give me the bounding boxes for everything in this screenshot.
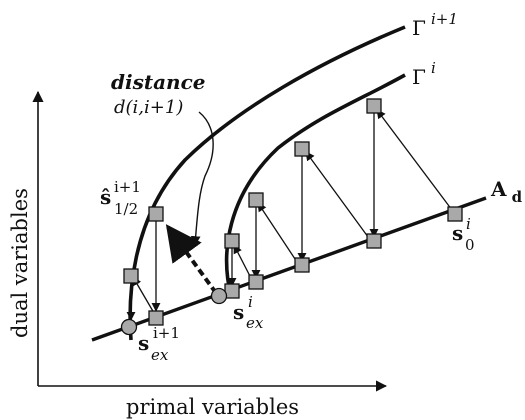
- label-sub: 1/2: [114, 200, 138, 218]
- gamma-next-label: Γ i+1: [412, 10, 458, 40]
- axes: [32, 90, 388, 392]
- iterate-marker: [148, 310, 164, 326]
- arrow: [376, 109, 456, 215]
- label-base: s: [452, 221, 463, 245]
- label-sub: 0: [465, 236, 475, 254]
- label-sup: i+1: [153, 324, 180, 342]
- label-sup: i+1: [431, 10, 458, 28]
- arrow: [305, 151, 372, 242]
- s-ex-i-label: s i ex: [233, 293, 264, 332]
- label-sup: i: [466, 215, 471, 233]
- label-sub: ex: [246, 314, 264, 332]
- distance-dashed-arrow: [165, 224, 218, 295]
- s-0-label: s i 0: [452, 215, 475, 254]
- iterate-marker: [123, 268, 139, 284]
- iterate-marker: [366, 98, 382, 114]
- iterate-markers: [123, 98, 463, 326]
- iterate-marker: [366, 233, 382, 249]
- label-sup: i+1: [114, 178, 141, 196]
- label-sup: i: [431, 59, 436, 77]
- label-sub: d: [512, 188, 523, 206]
- label-base: Γ: [412, 16, 426, 40]
- iterate-marker: [248, 192, 264, 208]
- iterate-marker: [294, 257, 310, 273]
- iterate-marker: [294, 141, 310, 157]
- s-hat-label: ŝ i+1 1/2: [100, 178, 141, 218]
- label-base: Γ: [412, 65, 426, 89]
- iterate-marker: [224, 233, 240, 249]
- label-sub: ex: [151, 346, 169, 364]
- x-axis-label: primal variables: [126, 395, 299, 419]
- gamma-i-label: Γ i: [412, 59, 436, 89]
- label-sup: i: [248, 293, 253, 311]
- label-base: ŝ: [100, 185, 111, 209]
- label-base: s: [233, 300, 244, 324]
- a-d-label: A d: [490, 177, 523, 206]
- iterate-marker: [148, 206, 164, 222]
- iterate-marker: [248, 274, 264, 290]
- exact-solution-marker: [210, 287, 228, 305]
- label-base: A: [490, 177, 507, 201]
- y-axis-label: dual variables: [8, 188, 32, 338]
- arrow: [257, 202, 300, 266]
- iterate-marker: [447, 206, 463, 222]
- label-base: s: [138, 331, 149, 355]
- exact-solution-marker: [120, 318, 138, 336]
- s-ex-next-label: s i+1 ex: [138, 324, 180, 364]
- exact-solution-markers: [120, 287, 228, 336]
- distance-formula: d(i,i+1): [114, 97, 183, 118]
- distance-callout-arrow: [190, 111, 214, 246]
- distance-title: distance: [111, 70, 205, 94]
- iteration-i-arrows: [227, 106, 456, 287]
- gamma-i-curve: [224, 73, 406, 297]
